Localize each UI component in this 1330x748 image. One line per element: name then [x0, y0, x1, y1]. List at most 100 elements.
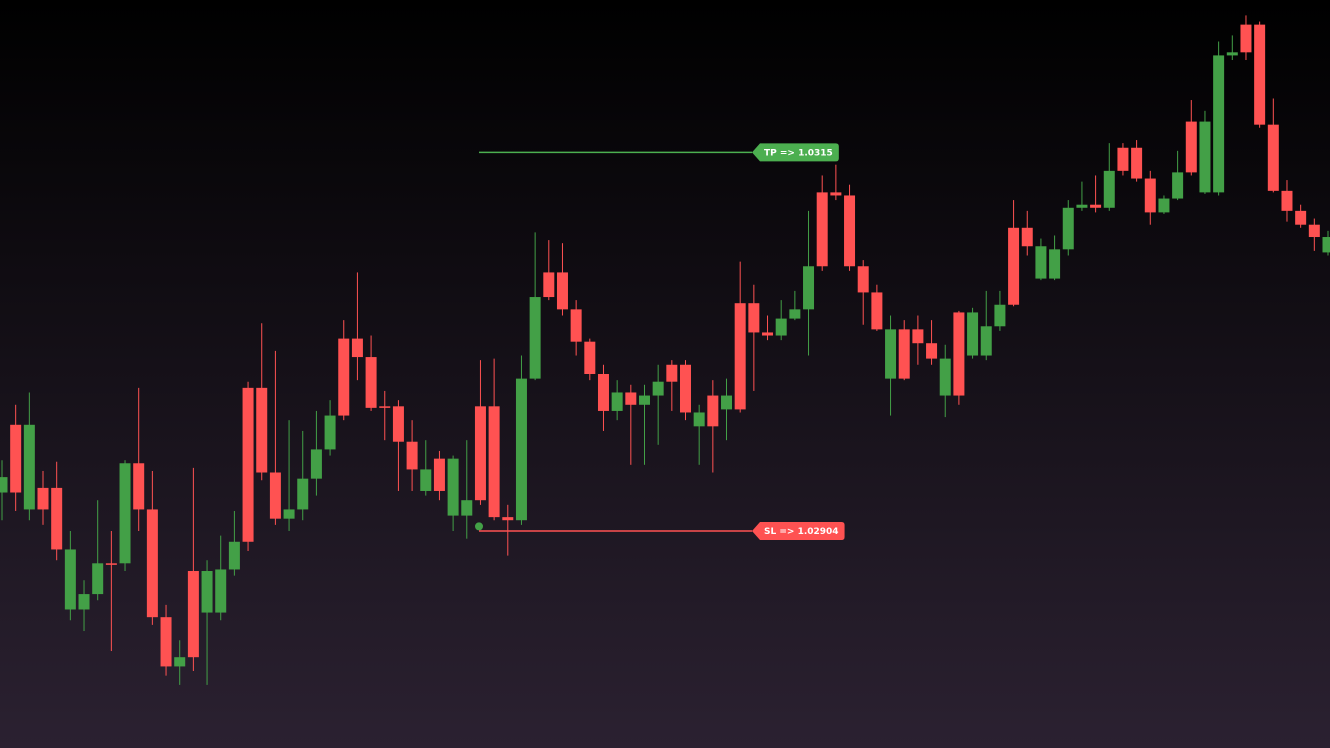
candle-body [351, 338, 363, 358]
candle-body [23, 424, 35, 510]
candle-body [1103, 170, 1115, 208]
candle-body [474, 406, 486, 501]
level-label: SL => 1.02904 [752, 521, 845, 540]
candle-body [51, 487, 63, 550]
candle-body [392, 406, 404, 442]
candle-body [1131, 147, 1143, 179]
candle-body [269, 472, 281, 519]
candle-body [1254, 24, 1266, 125]
candle-body [283, 509, 295, 519]
candle-body [1021, 227, 1033, 247]
candle-body [885, 329, 897, 379]
candle-body [406, 441, 418, 470]
candle-body [816, 192, 828, 267]
candle-body [721, 395, 733, 410]
candle-body [379, 406, 391, 408]
candle-body [707, 395, 719, 427]
candle-body [939, 358, 951, 396]
candle-body [1185, 121, 1197, 173]
candle-body [310, 449, 322, 479]
level-label-box [752, 143, 839, 162]
candle-body [174, 657, 186, 667]
candle-body [611, 392, 623, 411]
candle-body [146, 509, 158, 618]
candle-body [119, 463, 131, 564]
candle-body [980, 326, 992, 356]
candle-body [447, 458, 459, 516]
candle-body [1117, 147, 1129, 171]
candle-body [338, 338, 350, 416]
candle-body [1076, 204, 1088, 208]
candle-body [898, 329, 910, 379]
candle-body [1158, 198, 1170, 213]
candle-body [748, 303, 760, 333]
candle-body [803, 266, 815, 310]
candle-body [1322, 237, 1330, 253]
candle-body [461, 500, 473, 516]
candle-body [638, 395, 650, 405]
candle-body [215, 569, 227, 613]
candle-body [365, 357, 377, 408]
candle-body [502, 517, 514, 521]
candle-body [1049, 249, 1061, 279]
candle-body [1281, 190, 1293, 211]
candle-body [1295, 210, 1307, 225]
level-text: TP => 1.0315 [764, 148, 833, 158]
candle-body [433, 458, 445, 491]
candle-body [1213, 55, 1225, 193]
candle-body [160, 617, 172, 667]
candle-body [543, 272, 555, 298]
candle-body [625, 392, 637, 405]
candle-body [762, 332, 774, 336]
candle-body [1144, 178, 1156, 213]
candle-body [652, 381, 664, 396]
candle-body [105, 563, 117, 565]
candle-body [693, 412, 705, 427]
candle-body [844, 195, 856, 267]
candle-body [228, 541, 240, 570]
candle-body [529, 297, 541, 379]
candle-body [789, 309, 801, 319]
candle-body [775, 318, 787, 336]
candle-body [201, 571, 213, 613]
candle-body [420, 469, 432, 491]
candle-body [297, 478, 309, 510]
candle-body [1090, 204, 1102, 208]
candle-body [10, 424, 22, 493]
candle-body [597, 374, 609, 411]
candle-body [515, 378, 527, 521]
candle-body [967, 312, 979, 356]
candle-body [857, 266, 869, 293]
candle-body [871, 292, 883, 330]
candle-body [584, 341, 596, 374]
candle-body [92, 563, 104, 595]
candle-body [1240, 24, 1252, 53]
candle-body [1199, 121, 1211, 193]
candle-body [324, 415, 336, 450]
level-label-box [752, 521, 845, 540]
candle-body [187, 571, 199, 658]
candle-body [570, 309, 582, 342]
candle-body [1308, 224, 1320, 238]
candle-body [242, 387, 254, 542]
candle-body [1008, 227, 1020, 305]
candle-body [1267, 124, 1279, 191]
candle-body [666, 364, 678, 382]
candle-body [37, 487, 49, 510]
candle-body [734, 303, 746, 410]
candle-body [680, 364, 691, 413]
level-text: SL => 1.02904 [764, 527, 839, 537]
candle-body [830, 192, 842, 196]
candle-body [1226, 52, 1238, 56]
candle-body [1035, 246, 1047, 279]
candle-body [1062, 207, 1074, 250]
candle-body [953, 312, 965, 396]
candle-body [64, 549, 76, 610]
candle-body [912, 329, 924, 344]
candle-body [488, 406, 500, 518]
candle-body [1172, 172, 1184, 199]
candle-body [994, 304, 1006, 327]
